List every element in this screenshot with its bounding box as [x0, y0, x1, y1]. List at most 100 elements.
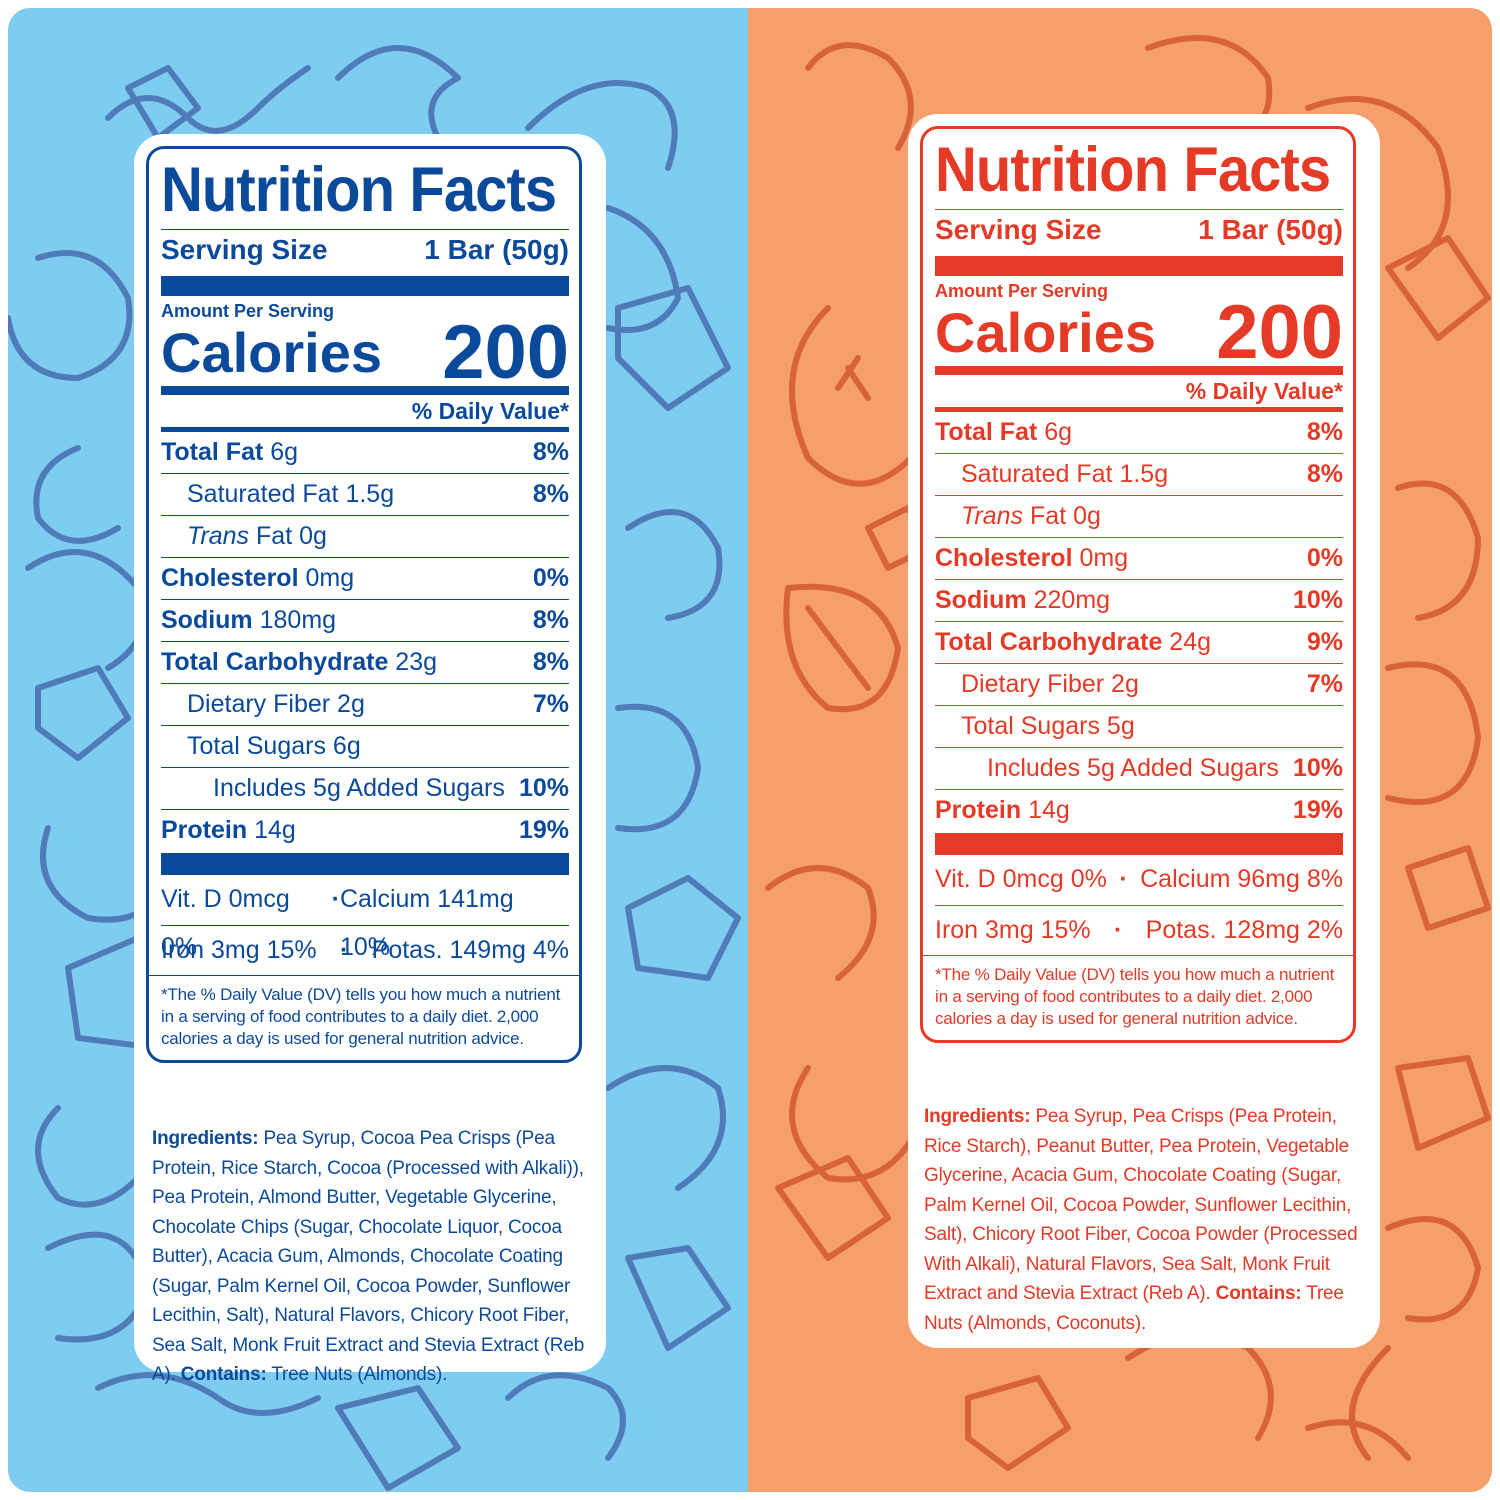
- nutrient-row-cholesterol: Cholesterol 0mg 0%: [161, 557, 569, 599]
- vitamin-d: Vit. D 0mcg 0%: [935, 865, 1107, 893]
- calories-value: 200: [1216, 290, 1343, 375]
- nutrient-dv: 0%: [532, 564, 569, 592]
- nutrient-amount: 6g: [270, 438, 299, 466]
- serving-size-value: 1 Bar (50g): [424, 234, 569, 265]
- vitamins-row-2: Iron 3mg 15% · Potas. 128mg 2%: [935, 905, 1343, 955]
- nutrient-row-protein: Protein 14g 19%: [161, 809, 569, 851]
- nutrient-name: Dietary Fiber: [961, 670, 1105, 698]
- nutrition-facts-label: Nutrition Facts Serving Size 1 Bar (50g)…: [920, 126, 1356, 1043]
- daily-value-footnote: *The % Daily Value (DV) tells you how mu…: [935, 965, 1335, 1028]
- separator-dot: ·: [331, 885, 340, 913]
- nutrient-dv: 19%: [1292, 796, 1343, 824]
- nutrient-amount: 1.5g: [345, 480, 395, 508]
- ingredients-label: Ingredients:: [924, 1106, 1031, 1127]
- nutrient-name: Includes 5g Added Sugars: [987, 754, 1279, 782]
- nutrient-name: Total Fat: [161, 438, 264, 466]
- thin-divider: [161, 427, 569, 431]
- nutrition-facts-label: Nutrition Facts Serving Size 1 Bar (50g)…: [146, 146, 582, 1063]
- separator-dot: ·: [1119, 865, 1128, 893]
- contains-text: Tree Nuts (Almonds, Coconuts).: [924, 1283, 1344, 1334]
- nutrient-dv: 19%: [518, 816, 569, 844]
- nutrient-name: Saturated Fat: [187, 480, 339, 508]
- nutrient-amount: 14g: [1028, 796, 1070, 824]
- nutrient-dv: 10%: [1292, 754, 1343, 782]
- nutrient-name: Sodium: [935, 586, 1027, 614]
- nutrient-name: Trans: [187, 522, 250, 550]
- nutrient-row-total-fat: Total Fat 6g 8%: [935, 411, 1343, 453]
- right-panel: Nutrition Facts Serving Size 1 Bar (50g)…: [748, 8, 1492, 1492]
- nutrient-row-sodium: Sodium 220mg 10%: [935, 579, 1343, 621]
- nutrient-name: Cholesterol: [935, 544, 1073, 572]
- nutrient-amount: 2g: [1111, 670, 1139, 698]
- nutrient-row-dietary-fiber: Dietary Fiber 2g 7%: [161, 683, 569, 725]
- nutrition-card-almond: Nutrition Facts Serving Size 1 Bar (50g)…: [134, 134, 606, 1385]
- nutrient-amount: 0mg: [1079, 544, 1129, 572]
- ingredients-list: Ingredients: Pea Syrup, Cocoa Pea Crisps…: [152, 1124, 592, 1390]
- serving-size-label: Serving Size: [161, 234, 328, 265]
- footnote-divider: [149, 975, 579, 976]
- daily-value-header: % Daily Value*: [411, 398, 569, 424]
- nutrient-amount: 6g: [332, 732, 361, 760]
- nutrient-amount: 2g: [337, 690, 365, 718]
- vitamins-row-2: Iron 3mg 15% · Potas. 149mg 4%: [161, 925, 569, 975]
- nutrient-amount: Fat 0g: [1030, 502, 1101, 530]
- medium-divider: [161, 386, 569, 395]
- nutrient-row-protein: Protein 14g 19%: [935, 789, 1343, 831]
- serving-size-value: 1 Bar (50g): [1198, 214, 1343, 245]
- calories-row: Calories 200: [161, 315, 569, 391]
- calories-label: Calories: [935, 301, 1156, 364]
- nutrient-amount: 24g: [1169, 628, 1212, 656]
- contains-text: Tree Nuts (Almonds).: [271, 1364, 448, 1385]
- nutrient-amount: 1.5g: [1119, 460, 1169, 488]
- nutrient-dv: 8%: [1306, 418, 1343, 446]
- vitamins-row-1: Vit. D 0mcg 0% · Calcium 141mg 10%: [161, 875, 569, 961]
- nutrient-row-saturated-fat: Saturated Fat 1.5g 8%: [935, 453, 1343, 495]
- vitamins-row-1: Vit. D 0mcg 0% · Calcium 96mg 8%: [935, 855, 1343, 905]
- nutrient-amount: 220mg: [1033, 586, 1111, 614]
- thick-divider-bottom: [161, 853, 569, 875]
- calories-row: Calories 200: [935, 290, 1343, 375]
- nutrient-name: Total Fat: [935, 418, 1038, 446]
- ingredients-text: Pea Syrup, Pea Crisps (Pea Protein, Rice…: [924, 1106, 1358, 1304]
- nutrient-row-total-sugars: Total Sugars 5g: [935, 705, 1343, 747]
- nutrient-dv: 8%: [1306, 460, 1343, 488]
- amount-per-serving: Amount Per Serving: [161, 301, 335, 321]
- nutrient-name: Cholesterol: [161, 564, 299, 592]
- nutrient-dv: 8%: [532, 648, 569, 676]
- nutrient-amount: 0mg: [305, 564, 355, 592]
- daily-value-header: % Daily Value*: [1185, 378, 1343, 404]
- nutrient-dv: 7%: [1306, 670, 1343, 698]
- nutrient-row-added-sugars: Includes 5g Added Sugars 10%: [161, 767, 569, 809]
- contains-label: Contains:: [1215, 1283, 1302, 1304]
- nutrient-amount: 180mg: [259, 606, 337, 634]
- ingredients-list: Ingredients: Pea Syrup, Pea Crisps (Pea …: [924, 1102, 1364, 1338]
- nutrient-name: Protein: [161, 816, 248, 844]
- ingredients-text: Pea Syrup, Cocoa Pea Crisps (Pea Protein…: [152, 1128, 585, 1385]
- nutrient-name: Total Carbohydrate: [161, 648, 389, 676]
- nutrient-name: Trans: [961, 502, 1024, 530]
- nutrient-dv: 7%: [532, 690, 569, 718]
- thick-divider: [935, 256, 1343, 276]
- calories-label: Calories: [161, 321, 382, 384]
- nutrient-dv: 0%: [1306, 544, 1343, 572]
- thick-divider-bottom: [935, 833, 1343, 855]
- vitamin-d: Vit. D 0mcg 0%: [161, 885, 290, 961]
- nutrient-row-total-carbohydrate: Total Carbohydrate 23g 8%: [161, 641, 569, 683]
- ingredients-label: Ingredients:: [152, 1128, 259, 1149]
- nutrient-row-total-sugars: Total Sugars 6g: [161, 725, 569, 767]
- nutrient-amount: 5g: [1106, 712, 1135, 740]
- nutrient-name: Saturated Fat: [961, 460, 1113, 488]
- nutrient-dv: 10%: [518, 774, 569, 802]
- nutrient-dv: 8%: [532, 438, 569, 466]
- nutrient-name: Includes 5g Added Sugars: [213, 774, 505, 802]
- nutrient-dv: 10%: [1292, 586, 1343, 614]
- serving-size-label: Serving Size: [935, 214, 1102, 245]
- nutrient-row-sodium: Sodium 180mg 8%: [161, 599, 569, 641]
- iron: Iron 3mg 15%: [935, 916, 1091, 944]
- serving-size-row: Serving Size 1 Bar (50g): [161, 229, 569, 270]
- contains-label: Contains:: [180, 1364, 267, 1385]
- thin-divider: [935, 407, 1343, 411]
- calcium: Calcium 96mg 8%: [1140, 865, 1343, 893]
- calcium: Calcium 141mg 10%: [339, 885, 514, 961]
